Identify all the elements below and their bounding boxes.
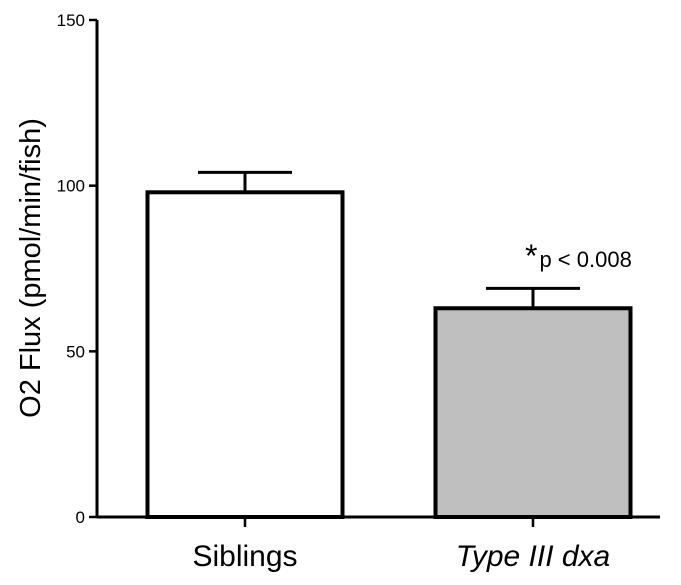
- y-tick-label: 150: [57, 11, 85, 30]
- labels: Siblings Type III dxa: [192, 540, 610, 573]
- bar: [145, 190, 345, 519]
- bars: [145, 170, 633, 520]
- y-tick-label: 50: [66, 342, 85, 361]
- y-axis-label: O2 Flux (pmol/min/fish): [15, 118, 47, 418]
- significance-annotation: *p < 0.008: [525, 238, 632, 274]
- category-label: Type III dxa: [456, 540, 611, 573]
- category-label: Siblings: [192, 540, 297, 573]
- annotation-text: p < 0.008: [539, 247, 631, 272]
- y-tick-label: 100: [57, 177, 85, 196]
- y-tick-label: 0: [76, 508, 85, 527]
- bar: [433, 306, 633, 520]
- annotation-star: *: [525, 238, 537, 274]
